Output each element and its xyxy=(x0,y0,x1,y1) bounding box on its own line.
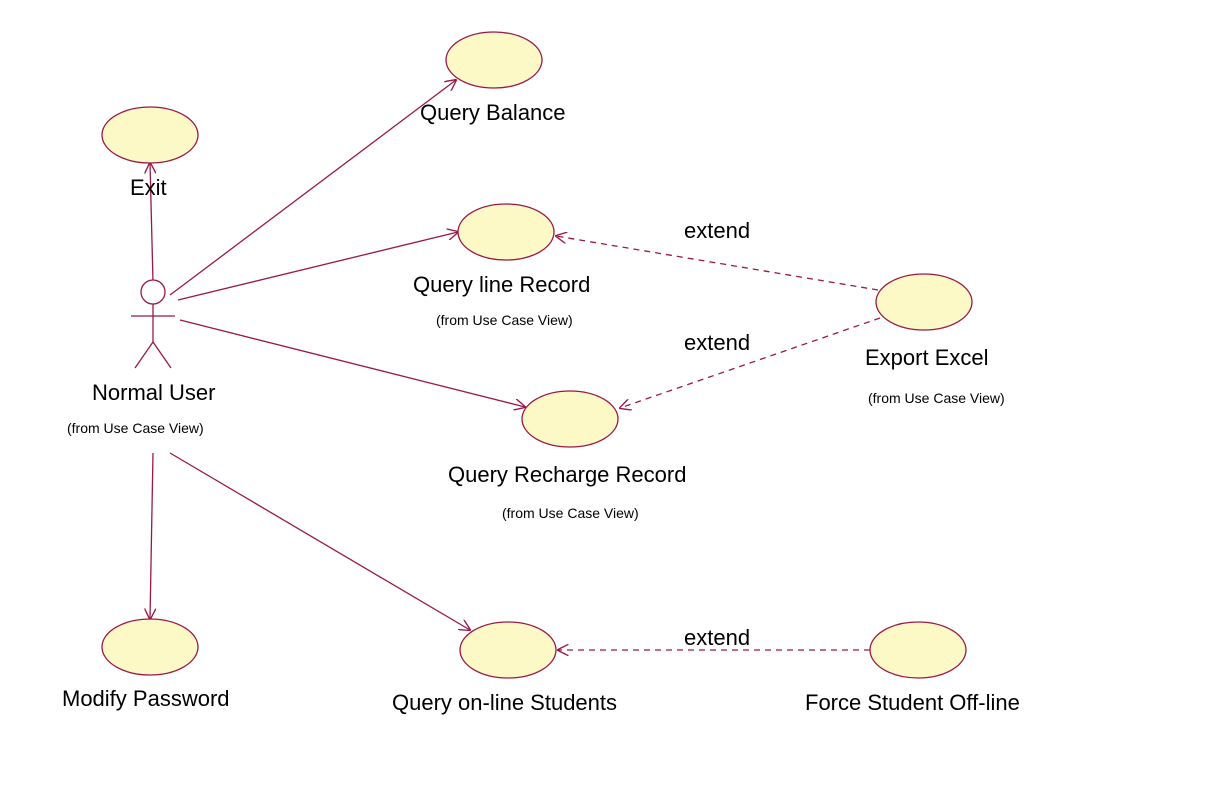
edge-normal-user-modify-password xyxy=(150,453,153,619)
edge-label: extend xyxy=(684,218,750,244)
usecase-label: Exit xyxy=(130,175,167,201)
usecase-query-recharge xyxy=(522,391,618,447)
edge-normal-user-query-online xyxy=(170,453,470,630)
edge-normal-user-query-balance xyxy=(170,80,456,295)
usecase-sublabel: (from Use Case View) xyxy=(502,505,639,521)
usecase-query-balance xyxy=(446,32,542,88)
edge-normal-user-query-recharge xyxy=(180,320,525,407)
usecase-query-line-record xyxy=(458,204,554,260)
usecase-label: Query line Record xyxy=(413,272,590,298)
usecase-export-excel xyxy=(876,274,972,330)
usecase-sublabel: (from Use Case View) xyxy=(868,390,1005,406)
usecase-force-offline xyxy=(870,622,966,678)
usecase-label: Query on-line Students xyxy=(392,690,617,716)
usecase-label: Query Balance xyxy=(420,100,566,126)
edge-label: extend xyxy=(684,625,750,651)
usecase-sublabel: (from Use Case View) xyxy=(436,312,573,328)
usecase-label: Export Excel xyxy=(865,345,989,371)
actor-label: Normal User xyxy=(92,380,215,406)
usecase-modify-password xyxy=(102,619,198,675)
actor-sublabel: (from Use Case View) xyxy=(67,420,204,436)
usecase-label: Query Recharge Record xyxy=(448,462,686,488)
edge-label: extend xyxy=(684,330,750,356)
usecase-query-online xyxy=(460,622,556,678)
actor-normal-user xyxy=(131,280,175,368)
usecase-exit xyxy=(102,107,198,163)
usecase-label: Modify Password xyxy=(62,686,230,712)
usecase-label: Force Student Off-line xyxy=(805,690,1020,716)
edge-export-excel-query-line-record xyxy=(556,236,878,290)
